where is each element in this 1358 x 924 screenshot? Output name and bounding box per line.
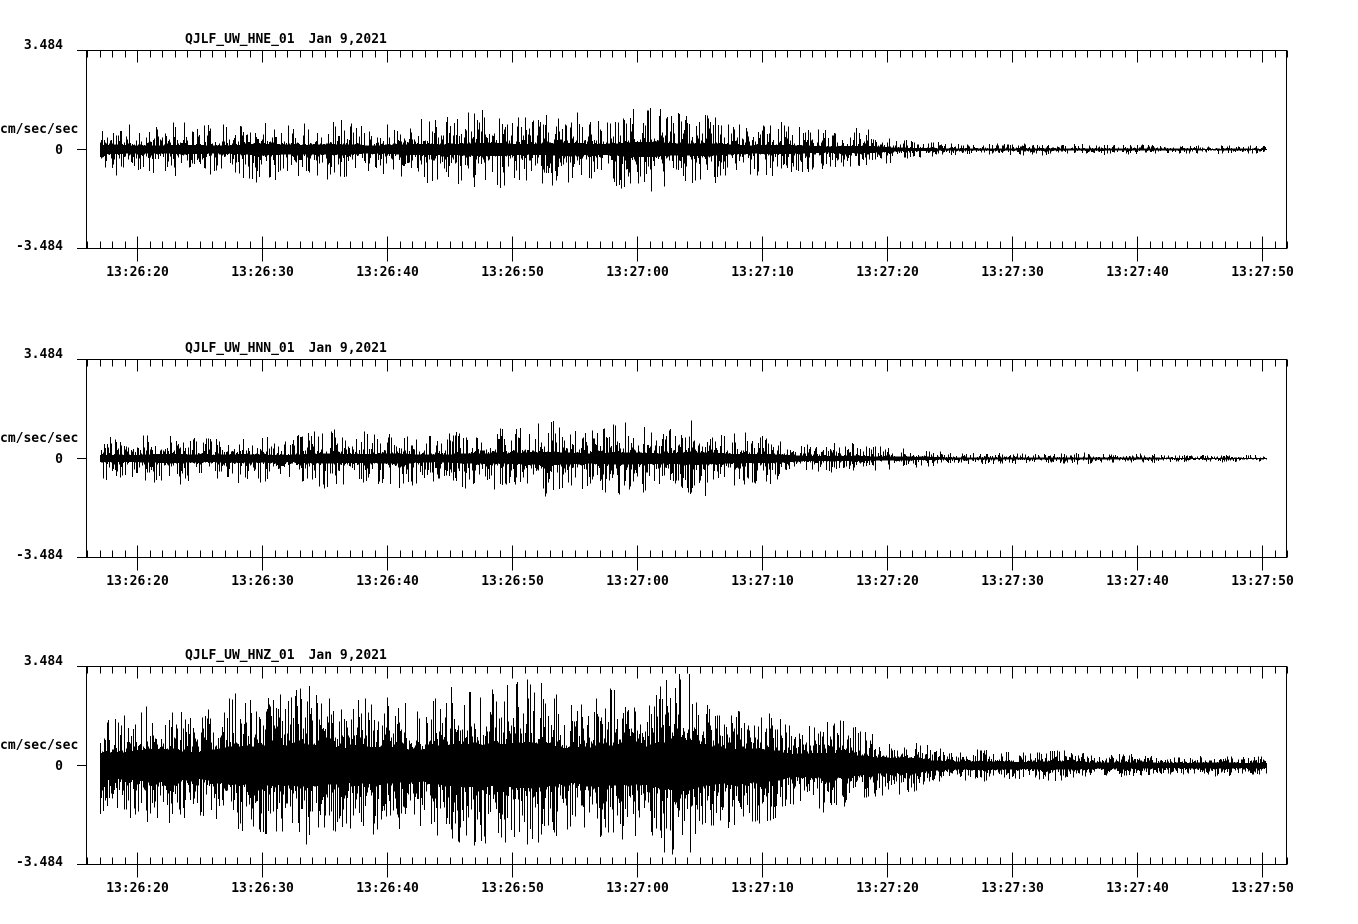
x-tick-label: 13:27:00	[606, 574, 669, 589]
x-tick-label: 13:26:40	[356, 265, 419, 280]
x-tick-label: 13:27:10	[731, 881, 794, 896]
x-tick-label: 13:27:50	[1231, 574, 1294, 589]
x-tick-label: 13:26:20	[106, 265, 169, 280]
plot-box	[86, 666, 1287, 865]
y-tick-max-label: 3.484	[23, 38, 63, 53]
x-tick-label: 13:26:40	[356, 574, 419, 589]
date-label: Jan 9,2021	[308, 32, 387, 47]
seismogram-panel: 13:26:20 13:26:30 13:26:40 13:26:50 13:27:00…	[77, 359, 1294, 589]
waveform-trace	[100, 107, 1267, 192]
x-tick-label: 13:27:30	[981, 265, 1044, 280]
waveform-trace	[100, 674, 1267, 855]
x-tick-label: 13:26:30	[231, 265, 294, 280]
date-label: Jan 9,2021	[308, 648, 387, 663]
x-tick-label: 13:27:00	[606, 881, 669, 896]
y-tick-max-label: 3.484	[23, 347, 63, 362]
plot-box	[86, 50, 1287, 249]
x-tick-label: 13:26:50	[481, 265, 544, 280]
y-tick-min-label: -3.484	[16, 855, 63, 870]
x-tick-label: 13:26:20	[106, 881, 169, 896]
x-tick-label: 13:26:50	[481, 881, 544, 896]
plot-title: QJLF_UW_HNZ_01 Jan 9,2021	[185, 649, 387, 663]
axis-ticks	[77, 50, 1288, 262]
x-tick-label: 13:26:50	[481, 574, 544, 589]
y-tick-zero-label: 0	[55, 759, 63, 774]
x-tick-label: 13:27:40	[1106, 881, 1169, 896]
y-tick-zero-label: 0	[55, 143, 63, 158]
x-tick-label: 13:27:20	[856, 881, 919, 896]
plot-hnz: QJLF_UW_HNZ_01 Jan 9,2021 3.484 cm/sec/se…	[0, 649, 1358, 870]
axis-ticks	[77, 359, 1288, 571]
y-tick-max-label: 3.484	[23, 654, 63, 669]
x-tick-label: 13:27:30	[981, 574, 1044, 589]
plot-hne: QJLF_UW_HNE_01 Jan 9,2021 3.484 cm/sec/se…	[0, 33, 1358, 254]
x-tick-label: 13:27:40	[1106, 265, 1169, 280]
x-tick-label: 13:26:40	[356, 881, 419, 896]
y-axis-units: cm/sec/sec	[0, 122, 79, 137]
seismogram-panel: 13:26:20 13:26:30 13:26:40 13:26:50 13:27:00…	[77, 50, 1294, 280]
plot-title: QJLF_UW_HNE_01 Jan 9,2021	[185, 33, 387, 47]
x-tick-label: 13:27:40	[1106, 574, 1169, 589]
y-tick-min-label: -3.484	[16, 548, 63, 563]
x-tick-label: 13:27:50	[1231, 265, 1294, 280]
y-axis-units: cm/sec/sec	[0, 738, 79, 753]
station-id: QJLF_UW_HNN_01	[185, 341, 295, 356]
x-tick-label: 13:26:30	[231, 881, 294, 896]
x-tick-label: 13:27:20	[856, 574, 919, 589]
y-tick-zero-label: 0	[55, 452, 63, 467]
station-id: QJLF_UW_HNZ_01	[185, 648, 295, 663]
x-tick-label: 13:26:30	[231, 574, 294, 589]
x-tick-label: 13:27:20	[856, 265, 919, 280]
y-axis-units: cm/sec/sec	[0, 431, 79, 446]
station-id: QJLF_UW_HNE_01	[185, 32, 295, 47]
axis-ticks	[77, 666, 1288, 878]
x-tick-label: 13:27:30	[981, 881, 1044, 896]
y-tick-min-label: -3.484	[16, 239, 63, 254]
x-tick-label: 13:27:50	[1231, 881, 1294, 896]
plot-title: QJLF_UW_HNN_01 Jan 9,2021	[185, 342, 387, 356]
x-tick-label: 13:27:00	[606, 265, 669, 280]
waveform-trace	[100, 420, 1267, 497]
x-tick-label: 13:27:10	[731, 265, 794, 280]
x-tick-label: 13:26:20	[106, 574, 169, 589]
x-tick-label: 13:27:10	[731, 574, 794, 589]
plot-box	[86, 359, 1287, 558]
seismogram-panel: 13:26:20 13:26:30 13:26:40 13:26:50 13:27:00…	[77, 666, 1294, 896]
plot-hnn: QJLF_UW_HNN_01 Jan 9,2021 3.484 cm/sec/se…	[0, 342, 1358, 563]
date-label: Jan 9,2021	[308, 341, 387, 356]
